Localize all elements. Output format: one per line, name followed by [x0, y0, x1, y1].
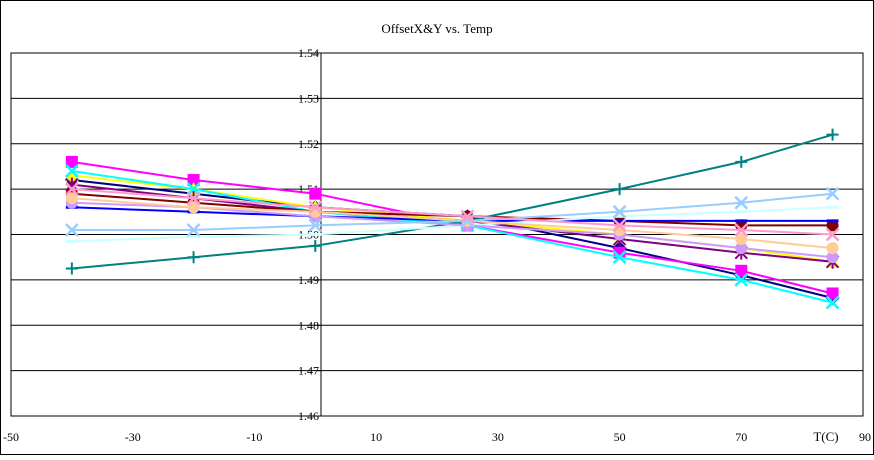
x-tick-label: 70: [735, 430, 747, 444]
y-tick-label: 1.54: [298, 46, 319, 60]
data-point: [826, 251, 839, 264]
data-point: [734, 223, 749, 237]
data-point: [64, 168, 79, 182]
x-tick-label: -30: [125, 430, 141, 444]
plot-area: [10, 52, 864, 417]
data-point: [186, 223, 201, 237]
x-axis-label: T(C): [813, 429, 838, 444]
data-point: [309, 187, 322, 200]
data-point: [308, 200, 323, 215]
data-point: [187, 251, 200, 264]
y-tick-label: 1.52: [298, 137, 319, 151]
data-point: [826, 128, 839, 141]
y-tick-label: 1.49: [298, 273, 319, 287]
data-point: [826, 219, 839, 232]
data-point: [735, 233, 748, 246]
data-point: [825, 295, 840, 310]
data-point: [612, 204, 627, 219]
data-point: [735, 264, 748, 277]
data-point: [734, 272, 749, 287]
data-point: [65, 262, 78, 275]
series-layer: [64, 128, 840, 310]
data-point: [612, 250, 627, 265]
data-point: [65, 192, 78, 205]
data-point: [612, 218, 627, 233]
data-point: [64, 223, 79, 237]
y-tick-label: 1.53: [298, 91, 319, 105]
x-tick-labels: -50 -30 -10 10 30 50 70 90: [3, 430, 871, 444]
data-point: [735, 242, 748, 255]
data-point: [308, 218, 323, 233]
x-tick-label: -10: [246, 430, 262, 444]
data-point: [460, 209, 475, 224]
data-point: [64, 182, 79, 197]
x-tick-label: 50: [614, 430, 626, 444]
y-tick-label: 1.48: [298, 318, 319, 332]
data-point: [64, 164, 79, 178]
data-point: [825, 227, 840, 242]
x-tick-label: -50: [3, 430, 19, 444]
chart-title: OffsetX&Y vs. Temp: [381, 21, 492, 36]
data-point: [825, 186, 840, 201]
data-point: [186, 191, 201, 206]
data-point: [65, 155, 78, 168]
data-point: [735, 155, 748, 168]
data-point: [826, 287, 839, 300]
data-point: [613, 183, 626, 196]
y-tick-label: 1.47: [298, 364, 319, 378]
x-tick-label: 90: [859, 430, 871, 444]
data-point: [309, 239, 322, 252]
data-point: [187, 201, 200, 214]
series-13: [64, 182, 840, 242]
x-tick-label: 30: [492, 430, 504, 444]
data-point: [187, 174, 200, 187]
y-tick-labels: 1.461.471.481.491.501.511.521.531.54: [298, 46, 319, 423]
y-tick-label: 1.46: [298, 409, 319, 423]
data-point: [826, 242, 839, 255]
x-tick-label: 10: [370, 430, 382, 444]
data-point: [734, 195, 749, 210]
